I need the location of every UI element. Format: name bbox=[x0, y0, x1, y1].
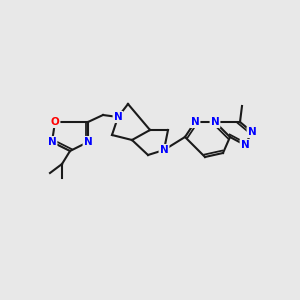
Text: N: N bbox=[160, 145, 168, 155]
Text: N: N bbox=[84, 137, 92, 147]
Text: N: N bbox=[48, 137, 56, 147]
Text: N: N bbox=[211, 117, 219, 127]
Text: N: N bbox=[190, 117, 200, 127]
Text: O: O bbox=[51, 117, 59, 127]
Text: N: N bbox=[241, 140, 249, 150]
Text: N: N bbox=[114, 112, 122, 122]
Text: N: N bbox=[248, 127, 256, 137]
